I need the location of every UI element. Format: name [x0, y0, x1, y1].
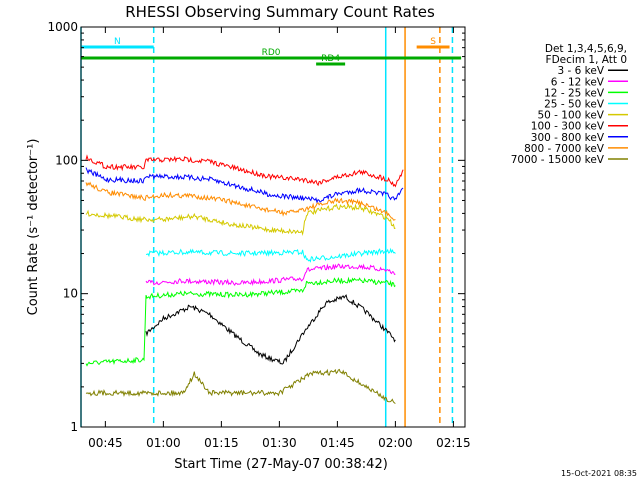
legend-label-7: 800 - 7000 keV	[524, 143, 605, 155]
legend-label-0: 3 - 6 keV	[557, 65, 604, 77]
y-tick-label-1: 10	[63, 287, 78, 301]
legend-header-0: Det 1,3,4,5,6,9,	[545, 43, 627, 55]
axis-layer: 00:45 01:00 01:15 01:30 01:45 02:00 02:15 1 10 10…	[47, 20, 470, 450]
annotation-label-1: S	[430, 37, 436, 47]
legend-header-1: FDecim 1, Att 0	[546, 54, 627, 66]
legend: Det 1,3,4,5,6,9,FDecim 1, Att 03 - 6 keV…	[511, 43, 628, 166]
y-tick-label-2: 100	[55, 153, 78, 167]
series-line-7	[85, 181, 396, 221]
y-tick-label-0: 1	[70, 420, 78, 434]
series-line-2	[85, 276, 396, 367]
series-line-3	[146, 247, 396, 263]
annotation-label-2: RD0	[262, 48, 281, 58]
annotation-label-0: N	[114, 37, 121, 47]
series-line-5	[85, 154, 404, 188]
legend-label-8: 7000 - 15000 keV	[511, 154, 605, 166]
annotation-layer: N S RD0 RD4	[80, 27, 462, 427]
timestamp: 15-Oct-2021 08:35	[561, 469, 637, 478]
series-line-1	[145, 263, 396, 287]
series-line-4	[85, 203, 396, 236]
y-axis-label: Count Rate (s⁻¹ detector⁻¹)	[26, 139, 41, 316]
series-line-8	[85, 368, 396, 404]
x-tick-label-5: 02:00	[378, 436, 413, 450]
y-tick-label-3: 1000	[47, 20, 78, 34]
x-tick-label-6: 02:15	[436, 436, 471, 450]
legend-label-2: 12 - 25 keV	[544, 87, 605, 99]
series-line-0	[145, 294, 396, 365]
legend-label-6: 300 - 800 keV	[531, 132, 605, 144]
series-line-6	[85, 167, 404, 204]
legend-label-5: 100 - 300 keV	[531, 121, 605, 133]
x-tick-label-0: 00:45	[88, 436, 123, 450]
x-tick-label-3: 01:30	[262, 436, 297, 450]
x-tick-label-1: 01:00	[146, 436, 181, 450]
x-tick-label-2: 01:15	[204, 436, 239, 450]
chart-title: RHESSI Observing Summary Count Rates	[125, 3, 435, 21]
series-layer	[85, 154, 404, 404]
x-tick-label-4: 01:45	[320, 436, 355, 450]
legend-label-3: 25 - 50 keV	[544, 99, 605, 111]
legend-label-4: 50 - 100 keV	[537, 110, 604, 122]
annotation-label-3: RD4	[321, 54, 340, 64]
plot-frame	[80, 26, 466, 428]
x-axis-label: Start Time (27-May-07 00:38:42)	[174, 457, 388, 472]
legend-label-1: 6 - 12 keV	[551, 76, 605, 88]
